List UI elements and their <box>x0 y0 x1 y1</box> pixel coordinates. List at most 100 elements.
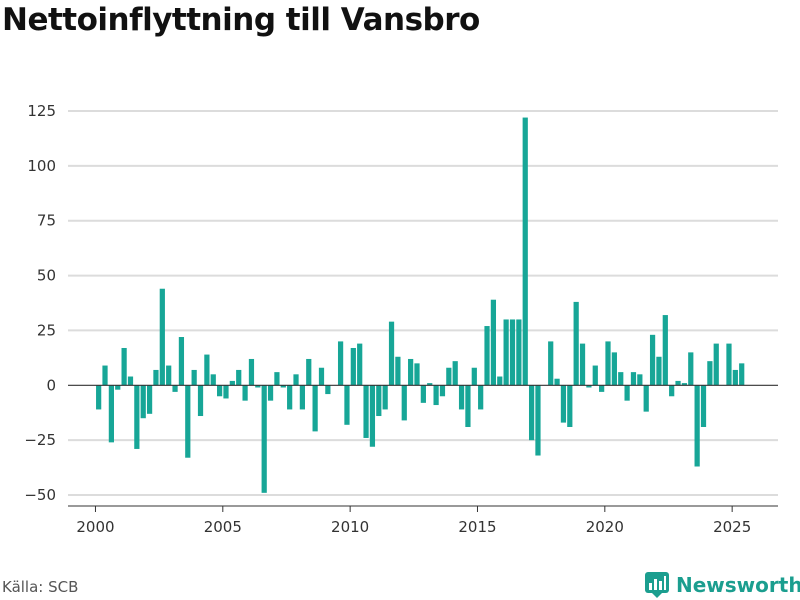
bar-chart: −50 −25 0 25 50 75 100 125 2000 2005 2010 2015 2020… <box>24 102 778 536</box>
y-tick-label: 125 <box>27 102 56 120</box>
bar <box>681 383 688 386</box>
bar <box>732 369 738 386</box>
bar <box>548 341 554 386</box>
bar <box>306 358 312 386</box>
bar <box>395 356 401 386</box>
bar <box>471 367 477 386</box>
bar <box>713 343 719 386</box>
bar <box>567 385 573 427</box>
bar <box>688 352 694 386</box>
y-tick-label: 75 <box>37 212 56 230</box>
bar <box>197 385 204 417</box>
bar <box>465 385 471 427</box>
bar <box>509 319 516 386</box>
bar <box>726 343 732 386</box>
bar <box>618 372 624 386</box>
bar <box>191 369 197 386</box>
bar <box>312 385 318 432</box>
bar <box>675 380 681 386</box>
bar <box>325 385 331 395</box>
chart-title: Nettoinflyttning till Vansbro <box>2 2 480 38</box>
bar <box>433 385 439 406</box>
bar <box>96 385 102 410</box>
bar <box>337 341 344 386</box>
bar <box>401 385 407 421</box>
bar <box>153 369 159 386</box>
bar <box>643 385 649 412</box>
bar <box>662 315 668 386</box>
bar <box>579 343 586 386</box>
bar <box>656 356 662 386</box>
bar <box>299 385 306 410</box>
bar <box>293 374 299 386</box>
source-label: Källa: SCB <box>2 578 79 596</box>
y-tick-label: 50 <box>37 267 56 285</box>
x-tick-labels: 2000 2005 2010 2015 2020 2025 <box>76 506 751 536</box>
bar <box>739 363 745 386</box>
bar <box>490 299 497 386</box>
bar <box>427 383 433 386</box>
bar <box>637 374 643 386</box>
y-tick-labels: −50 −25 0 25 50 75 100 125 <box>24 102 56 504</box>
bar <box>134 385 140 449</box>
bar <box>121 347 127 386</box>
brand-logo[interactable]: Newsworthy <box>644 570 800 600</box>
bar <box>586 385 592 388</box>
y-tick-label: 25 <box>37 321 56 339</box>
bar <box>694 385 700 467</box>
bar <box>185 385 191 458</box>
bar <box>439 385 446 397</box>
bar <box>350 347 356 386</box>
bar <box>223 385 229 399</box>
bar <box>420 385 426 403</box>
y-tick-label: 100 <box>27 157 56 175</box>
bar <box>522 117 528 386</box>
bar <box>369 385 376 447</box>
bar <box>178 337 185 386</box>
bar <box>255 385 261 388</box>
x-tick-label: 2010 <box>331 518 369 536</box>
bar <box>700 385 707 427</box>
x-tick-label: 2005 <box>204 518 242 536</box>
x-tick-label: 2020 <box>586 518 624 536</box>
bar <box>236 369 242 386</box>
bar <box>605 341 611 386</box>
grid-lines <box>68 109 778 497</box>
bar <box>274 372 280 386</box>
bar <box>478 385 484 410</box>
x-tick-label: 2000 <box>76 518 114 536</box>
y-tick-label: −50 <box>24 486 56 504</box>
bar <box>408 358 414 386</box>
bar <box>497 376 503 386</box>
bar <box>649 334 656 386</box>
bar <box>414 363 420 386</box>
bar <box>458 385 465 410</box>
bar <box>159 288 165 386</box>
bar <box>242 385 248 401</box>
bar <box>599 385 605 392</box>
bar <box>592 365 598 386</box>
bar <box>318 367 325 386</box>
bar <box>140 385 146 419</box>
bar <box>503 319 509 386</box>
y-tick-label: −25 <box>24 431 56 449</box>
bar <box>344 385 350 425</box>
x-tick-label: 2025 <box>713 518 751 536</box>
bar <box>166 365 172 386</box>
bar <box>204 354 210 386</box>
bars <box>96 117 745 493</box>
bar <box>630 372 637 386</box>
brand-name: Newsworthy <box>676 573 800 597</box>
bar <box>210 374 216 386</box>
bar <box>248 358 255 386</box>
bar <box>611 352 617 386</box>
bar <box>669 385 675 397</box>
bar <box>280 385 286 388</box>
bar <box>516 319 522 386</box>
bar <box>388 321 395 386</box>
x-tick-label: 2015 <box>458 518 496 536</box>
bar <box>560 385 567 423</box>
bar <box>108 385 114 443</box>
bar <box>535 385 541 456</box>
bar <box>357 343 363 386</box>
